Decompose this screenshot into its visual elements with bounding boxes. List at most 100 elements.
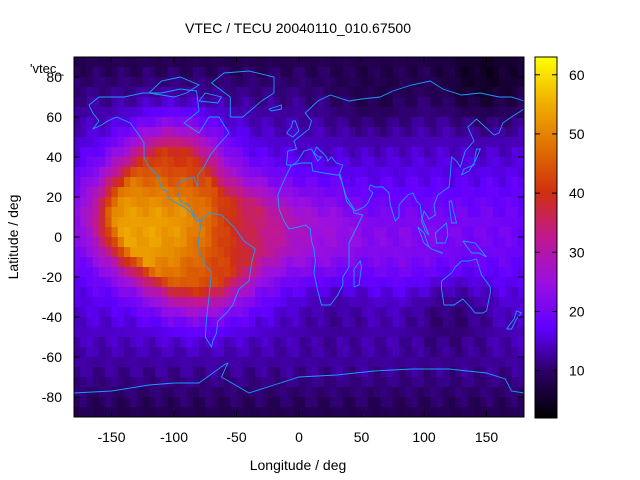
heatmap-cell [467,187,475,198]
heatmap-cell [255,387,262,398]
heatmap-cell [424,157,431,168]
heatmap-cell [486,57,494,68]
heatmap-cell [280,87,287,98]
heatmap-cell [286,57,294,68]
heatmap-cell [474,187,481,198]
heatmap-cell [305,307,312,318]
heatmap-cell [374,217,381,228]
heatmap-cell [305,77,312,88]
heatmap-cell [424,367,431,378]
heatmap-cell [155,307,162,318]
heatmap-cell [336,367,344,378]
heatmap-cell [405,237,412,248]
heatmap-cell [117,187,125,198]
heatmap-cell [374,387,381,398]
heatmap-cell [261,137,269,148]
heatmap-cell [336,357,344,368]
heatmap-cell [405,227,412,238]
heatmap-cell [274,337,281,348]
heatmap-cells [74,57,525,418]
heatmap-cell [467,87,475,98]
heatmap-cell [230,117,237,128]
heatmap-cell [92,267,100,278]
heatmap-cell [311,77,319,88]
heatmap-cell [349,117,356,128]
heatmap-cell [192,197,200,208]
heatmap-cell [330,67,337,78]
heatmap-cell [280,407,287,418]
heatmap-cell [161,267,169,278]
heatmap-cell [174,387,181,398]
heatmap-cell [174,327,181,338]
heatmap-cell [211,257,219,268]
heatmap-cell [299,217,306,228]
heatmap-cell [361,287,369,298]
heatmap-cell [324,307,331,318]
heatmap-cell [142,217,150,228]
heatmap-cell [286,197,294,208]
heatmap-cell [380,267,387,278]
heatmap-cell [142,117,150,128]
heatmap-cell [292,187,300,198]
heatmap-cell [130,187,137,198]
heatmap-cell [111,357,119,368]
heatmap-cell [330,357,337,368]
heatmap-cell [455,267,462,278]
heatmap-cell [211,157,219,168]
heatmap-cell [249,117,256,128]
heatmap-cell [517,347,525,358]
heatmap-cell [180,167,187,178]
heatmap-cell [255,367,262,378]
heatmap-cell [430,317,437,328]
heatmap-cell [392,77,400,88]
heatmap-cell [492,147,500,158]
heatmap-cell [99,217,106,228]
heatmap-cell [80,127,87,138]
heatmap-cell [330,377,337,388]
heatmap-cell [424,257,431,268]
heatmap-cell [305,367,312,378]
heatmap-cell [167,327,175,338]
heatmap-cell [274,287,281,298]
heatmap-cell [105,387,112,398]
heatmap-cell [486,287,494,298]
heatmap-cell [486,187,494,198]
heatmap-cell [505,107,512,118]
heatmap-cell [392,147,400,158]
heatmap-cell [161,347,169,358]
heatmap-cell [249,57,256,68]
heatmap-cell [392,377,400,388]
heatmap-cell [486,307,494,318]
heatmap-cell [405,57,412,68]
heatmap-cell [299,107,306,118]
heatmap-cell [486,207,494,218]
heatmap-cell [280,187,287,198]
heatmap-cell [405,67,412,78]
coastline-path [210,70,275,118]
heatmap-cell [117,67,125,78]
heatmap-cell [417,147,425,158]
heatmap-cell [74,207,81,218]
heatmap-cell [111,277,119,288]
heatmap-cell [161,147,169,158]
heatmap-cell [399,367,406,378]
heatmap-cell [74,237,81,248]
heatmap-cell [324,247,331,258]
heatmap-cell [374,147,381,158]
heatmap-cell [74,397,81,408]
heatmap-cell [436,137,444,148]
heatmap-cell [299,207,306,218]
heatmap-cell [242,167,250,178]
heatmap-cell [330,277,337,288]
heatmap-cell [174,97,181,108]
heatmap-cell [436,287,444,298]
heatmap-cell [374,57,381,68]
heatmap-cell [92,237,100,248]
heatmap-cell [217,107,225,118]
heatmap-cell [261,217,269,228]
heatmap-cell [117,117,125,128]
heatmap-cell [217,97,225,108]
heatmap-cell [461,117,469,128]
heatmap-cell [374,267,381,278]
